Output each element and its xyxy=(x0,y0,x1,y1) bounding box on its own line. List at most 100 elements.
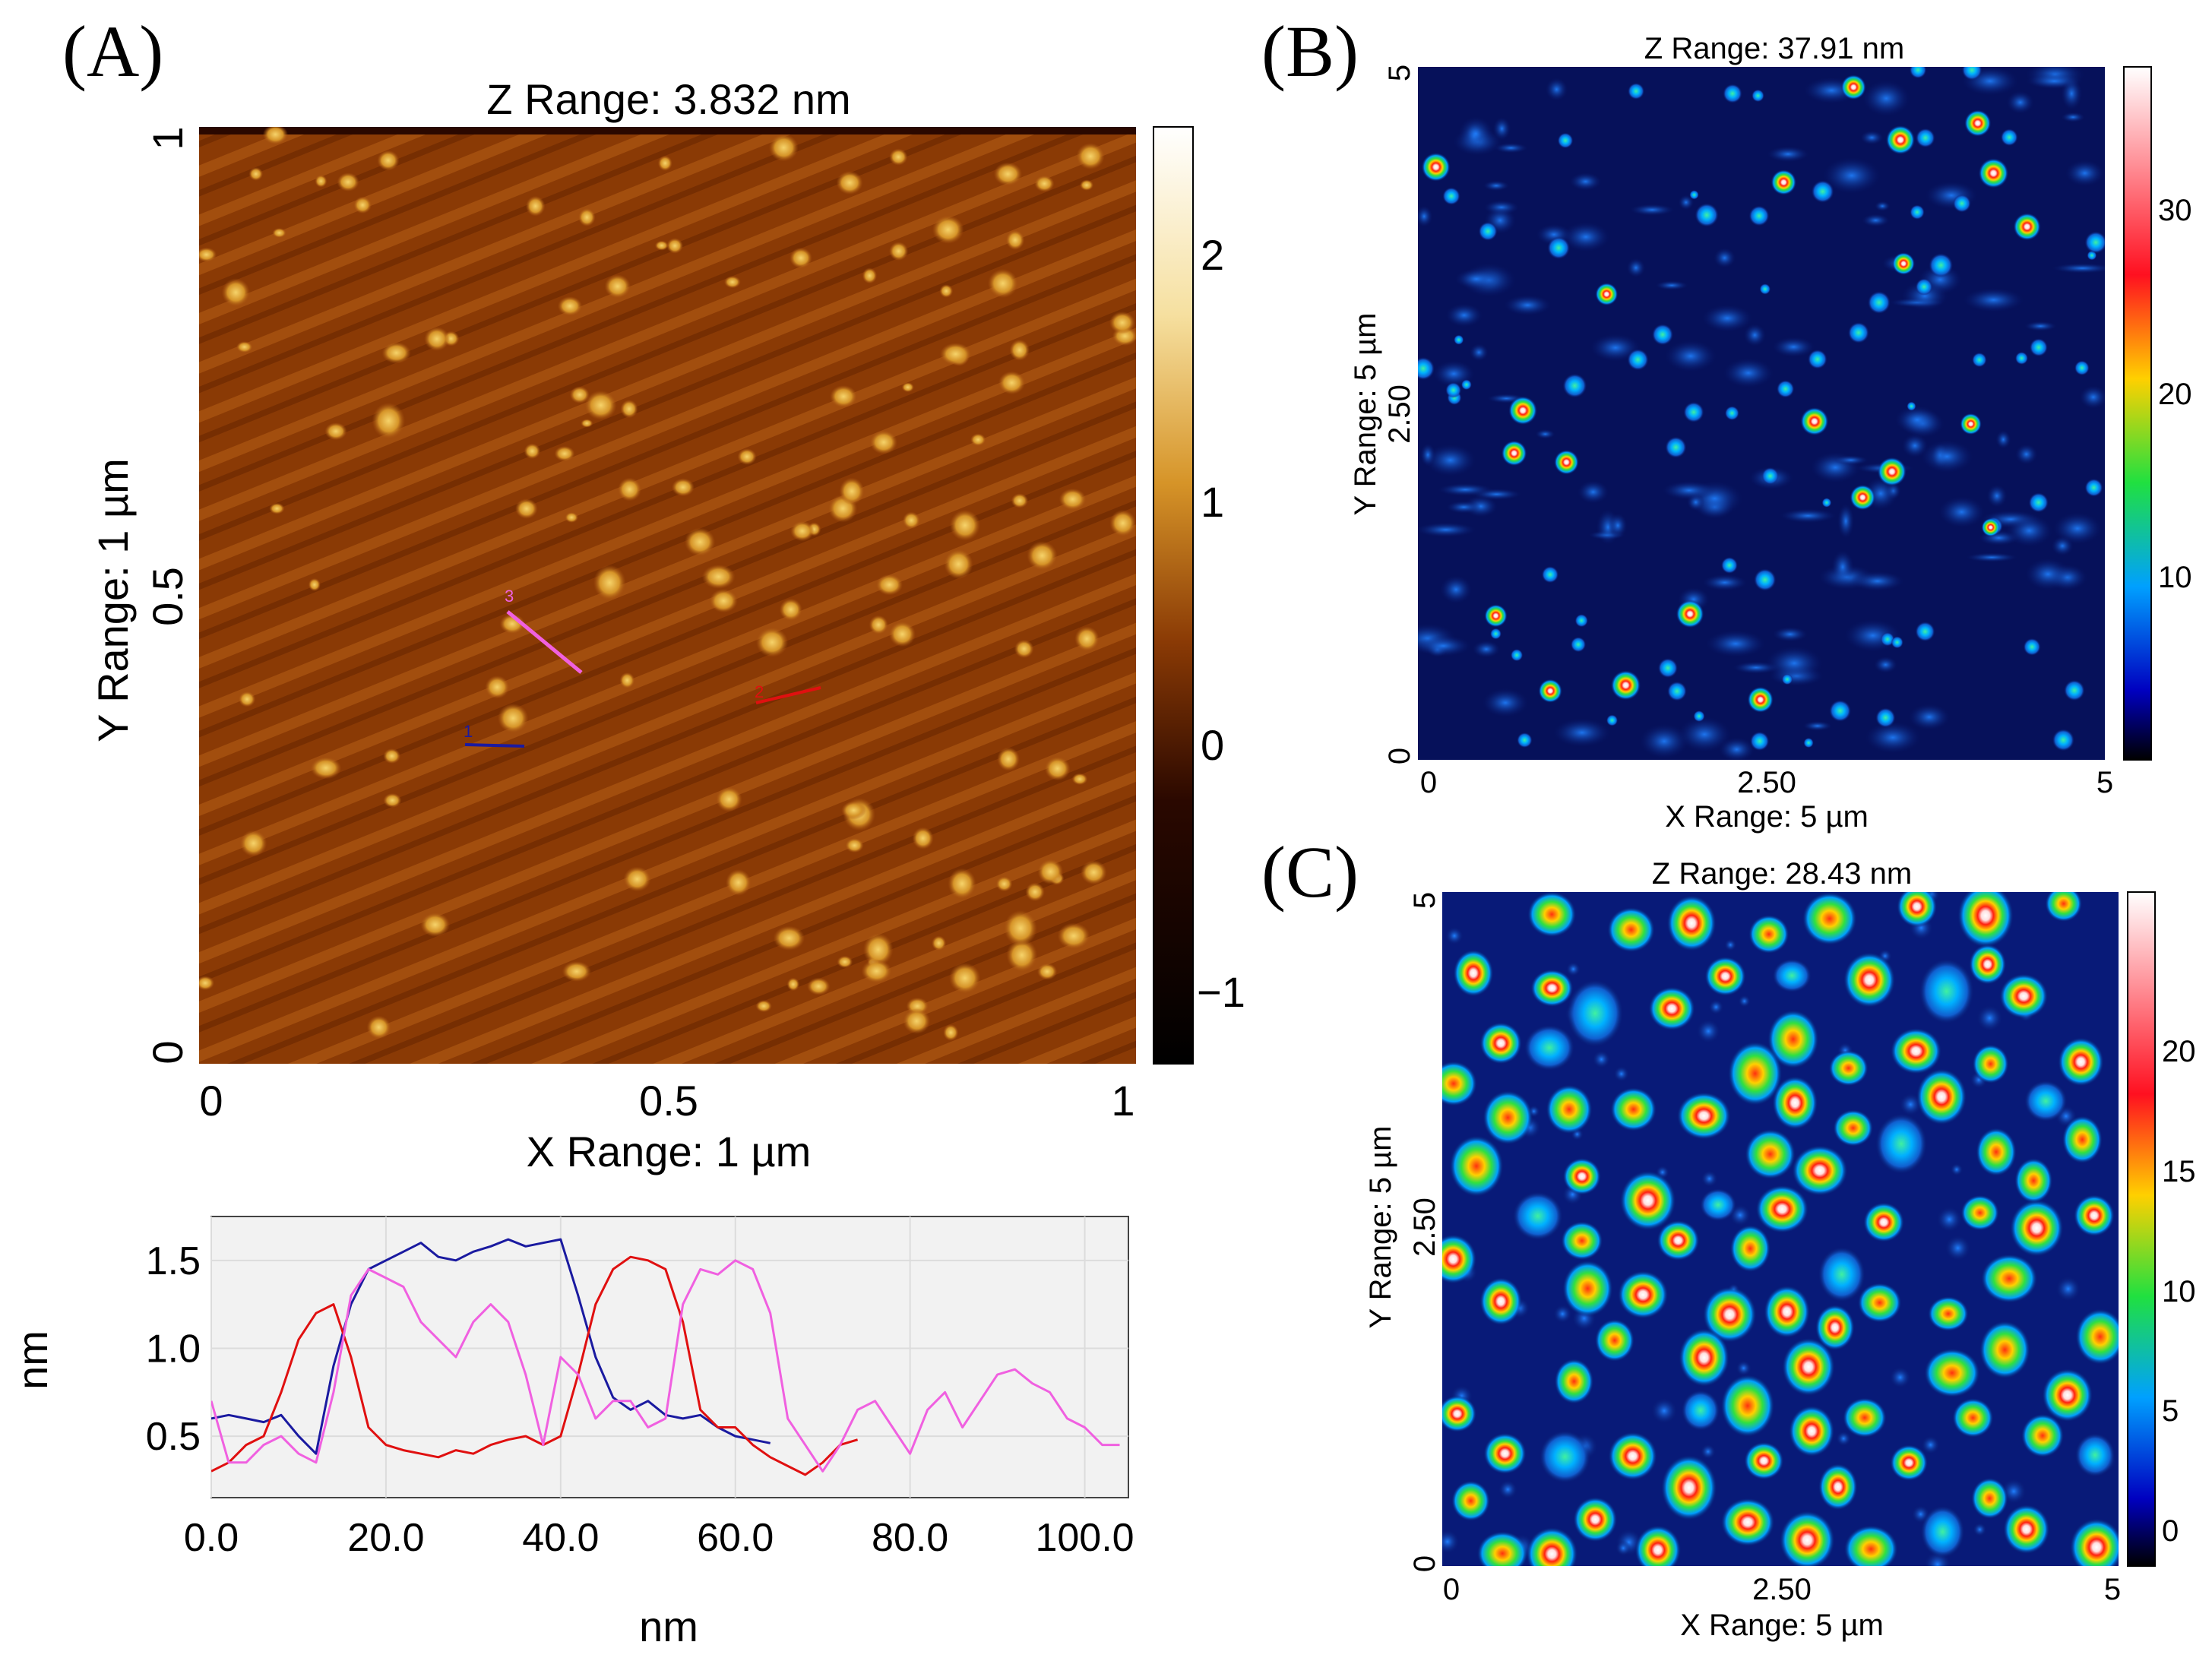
afm-particle xyxy=(1517,732,1533,748)
profile-plot-xticks: 0.0 20.0 40.0 60.0 80.0 100.0 xyxy=(184,1516,1134,1560)
afm-cluster xyxy=(1472,640,1501,658)
afm-grain xyxy=(619,672,635,689)
afm-particle xyxy=(1648,986,1695,1031)
panel-b: (B) Z Range: 37.91 nm 30 20 10 0 2.50 5 … xyxy=(1261,11,2192,834)
afm-particle xyxy=(1693,710,1705,723)
afm-particle xyxy=(1924,1348,1980,1398)
afm-particle-small xyxy=(1973,1522,1987,1537)
afm-grain xyxy=(997,747,1021,771)
panel-b-z-range: Z Range: 37.91 nm xyxy=(1644,32,1904,65)
afm-particle xyxy=(1541,566,1559,584)
afm-cluster xyxy=(1986,484,2008,508)
afm-cluster xyxy=(1553,718,1611,748)
afm-grain xyxy=(912,827,934,849)
afm-particle xyxy=(1483,1090,1533,1145)
afm-particle xyxy=(1681,1390,1720,1432)
afm-particle xyxy=(1907,401,1916,411)
afm-grain xyxy=(1074,626,1100,652)
afm-cluster xyxy=(1822,157,1881,195)
afm-cluster xyxy=(2052,263,2105,274)
afm-particle xyxy=(1910,204,1925,220)
afm-particle-small xyxy=(2055,1276,2081,1302)
afm-grain xyxy=(221,278,250,307)
afm-particle xyxy=(1843,952,1896,1008)
afm-particle xyxy=(1916,128,1935,148)
afm-particle-small xyxy=(1615,1540,1631,1556)
afm-particle xyxy=(1960,1194,1999,1231)
afm-particle xyxy=(2064,679,2085,701)
afm-cluster xyxy=(2014,444,2038,465)
afm-cluster xyxy=(1901,280,1948,311)
panel-c-afm-image xyxy=(1442,892,2119,1566)
afm-grain xyxy=(1036,963,1058,980)
y-tick-label: 1.0 xyxy=(146,1327,201,1371)
afm-particle xyxy=(1449,1135,1504,1198)
panel-b-colorbar xyxy=(2123,66,2152,761)
afm-grain xyxy=(790,520,815,542)
afm-particle xyxy=(1848,322,1869,343)
afm-grain xyxy=(1005,229,1025,250)
afm-grain xyxy=(755,1000,772,1013)
afm-particle xyxy=(1929,253,1954,277)
afm-grain xyxy=(839,477,865,505)
afm-particle xyxy=(1526,1527,1578,1566)
afm-grain xyxy=(620,399,638,419)
afm-particle xyxy=(1915,622,1935,642)
panel-a-xtick-0: 0 xyxy=(199,1077,223,1125)
afm-particle xyxy=(1547,236,1571,260)
afm-particle xyxy=(1657,658,1678,679)
afm-cluster xyxy=(1608,513,1628,538)
afm-particle xyxy=(1451,1480,1490,1521)
panel-c-cbar-tick-10: 10 xyxy=(2162,1275,2196,1308)
afm-particle-tall xyxy=(1892,252,1915,275)
afm-particle-small xyxy=(1950,1163,1964,1176)
afm-grain xyxy=(262,127,289,145)
afm-particle xyxy=(1909,67,1927,79)
afm-grain xyxy=(578,207,596,227)
profile-plot-xlabel: nm xyxy=(639,1602,698,1650)
afm-particle xyxy=(1789,1405,1835,1457)
afm-grain xyxy=(524,443,541,460)
panel-a: (A) Z Range: 3.832 nm 3 2 1 2 1 0 −1 0 0… xyxy=(62,11,1245,1175)
afm-particle xyxy=(1979,1321,2030,1379)
afm-particle-tall xyxy=(1595,283,1619,306)
afm-cluster xyxy=(1719,737,1755,760)
afm-cluster xyxy=(1438,483,1493,496)
afm-grain xyxy=(998,371,1026,395)
afm-particle xyxy=(2052,729,2074,751)
afm-grain xyxy=(1109,311,1135,334)
afm-particle xyxy=(1867,291,1891,315)
panel-b-cbar-tick-30: 30 xyxy=(2158,194,2192,227)
afm-grain xyxy=(199,976,215,991)
afm-grain xyxy=(623,866,651,892)
panel-a-cbar-tick-neg1: −1 xyxy=(1197,968,1245,1016)
afm-particle xyxy=(1479,1022,1522,1065)
panel-b-ytick-0: 0 xyxy=(1383,748,1416,764)
afm-particle xyxy=(1833,1109,1874,1147)
afm-particle-small xyxy=(1945,1235,1971,1261)
series-line-2 xyxy=(211,1255,859,1476)
afm-particle xyxy=(1695,203,1719,227)
afm-particle xyxy=(1666,895,1717,951)
afm-particle-tall xyxy=(1877,457,1907,486)
panel-b-x-label: X Range: 5 µm xyxy=(1665,800,1869,834)
afm-particle xyxy=(1483,1432,1527,1475)
afm-particle xyxy=(2021,1413,2065,1458)
afm-grain xyxy=(324,422,347,441)
profile-line-2 xyxy=(755,686,821,704)
y-tick-label: 1.5 xyxy=(146,1239,201,1283)
afm-particle xyxy=(1476,1531,1528,1566)
panel-a-cbar-tick-2: 2 xyxy=(1201,231,1224,279)
afm-particle xyxy=(1665,436,1687,458)
panel-a-ytick-1: 1 xyxy=(144,126,191,150)
panel-c-cbar-tick-5: 5 xyxy=(2162,1394,2179,1428)
panel-a-afm-image: 3 2 1 xyxy=(199,127,1136,1064)
afm-grain xyxy=(987,268,1018,299)
afm-cluster xyxy=(1569,172,1602,191)
afm-grain xyxy=(593,565,626,601)
afm-grain xyxy=(581,419,593,428)
afm-grain xyxy=(684,527,716,556)
afm-particle xyxy=(1478,221,1498,241)
afm-particle xyxy=(1527,892,1577,938)
